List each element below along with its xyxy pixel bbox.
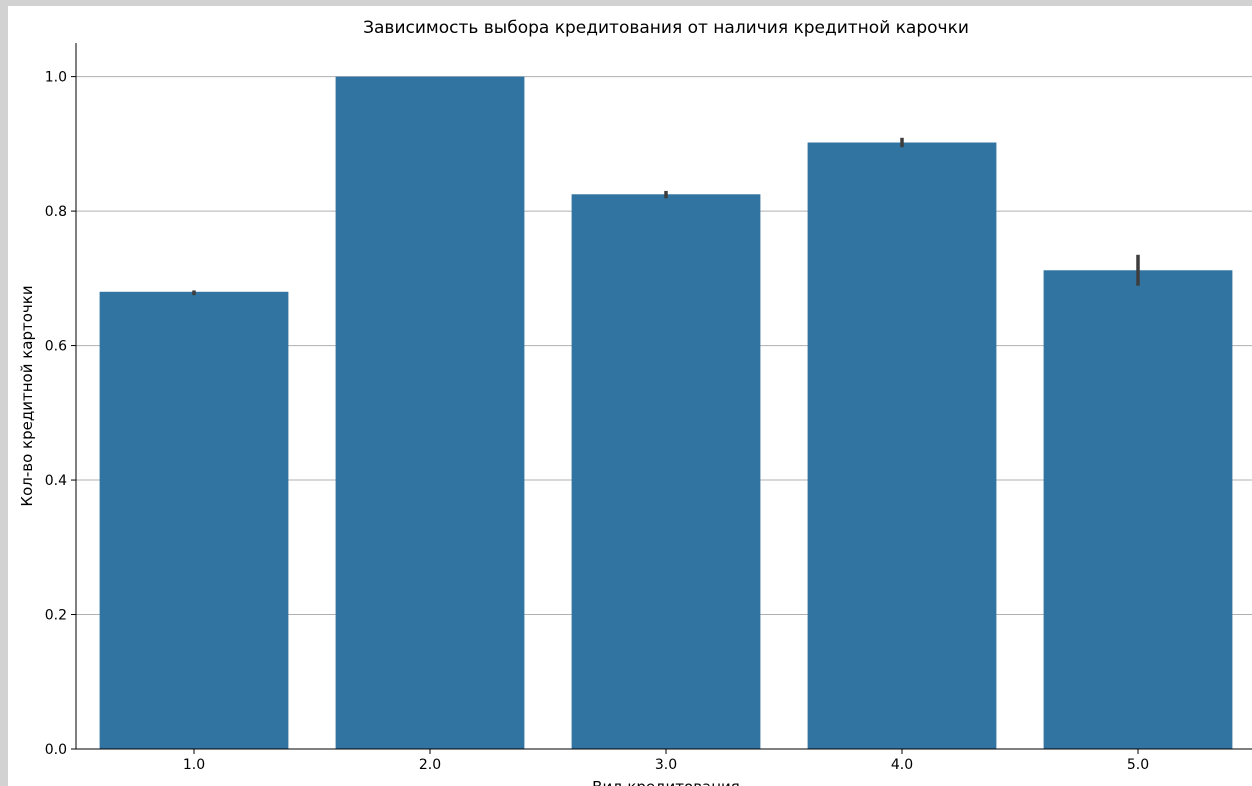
bar bbox=[571, 194, 761, 750]
bar-chart: 0.0 0.2 0.4 0.6 0.8 1.0 1.0 2.0 3.0 4.0 5.0 Завис… bbox=[18, 18, 1252, 786]
bar bbox=[807, 142, 997, 749]
error-bars bbox=[192, 137, 1140, 296]
x-tick-label: 1.0 bbox=[183, 757, 205, 773]
y-tick-label: 0.6 bbox=[45, 339, 67, 355]
y-tick-label: 0.4 bbox=[45, 473, 67, 489]
x-axis-label: Вид кредитования bbox=[592, 778, 740, 786]
x-ticks: 1.0 2.0 3.0 4.0 5.0 bbox=[183, 749, 1149, 773]
chart-canvas: 0.0 0.2 0.4 0.6 0.8 1.0 1.0 2.0 3.0 4.0 5.0 Завис… bbox=[8, 6, 1252, 786]
x-tick-label: 4.0 bbox=[891, 757, 913, 773]
y-tick-label: 1.0 bbox=[45, 70, 67, 86]
y-ticks: 0.0 0.2 0.4 0.6 0.8 1.0 bbox=[45, 70, 76, 758]
bar bbox=[99, 291, 289, 749]
bar bbox=[1043, 270, 1233, 749]
y-tick-label: 0.8 bbox=[45, 204, 67, 220]
y-tick-label: 0.2 bbox=[45, 608, 67, 624]
chart-title: Зависимость выбора кредитования от налич… bbox=[363, 18, 969, 38]
y-tick-label: 0.0 bbox=[45, 742, 67, 758]
bar bbox=[335, 76, 525, 750]
y-axis-label: Кол-во кредитной карточки bbox=[18, 285, 36, 506]
x-tick-label: 5.0 bbox=[1127, 757, 1149, 773]
x-tick-label: 2.0 bbox=[419, 757, 441, 773]
bars bbox=[99, 76, 1233, 750]
x-tick-label: 3.0 bbox=[655, 757, 677, 773]
